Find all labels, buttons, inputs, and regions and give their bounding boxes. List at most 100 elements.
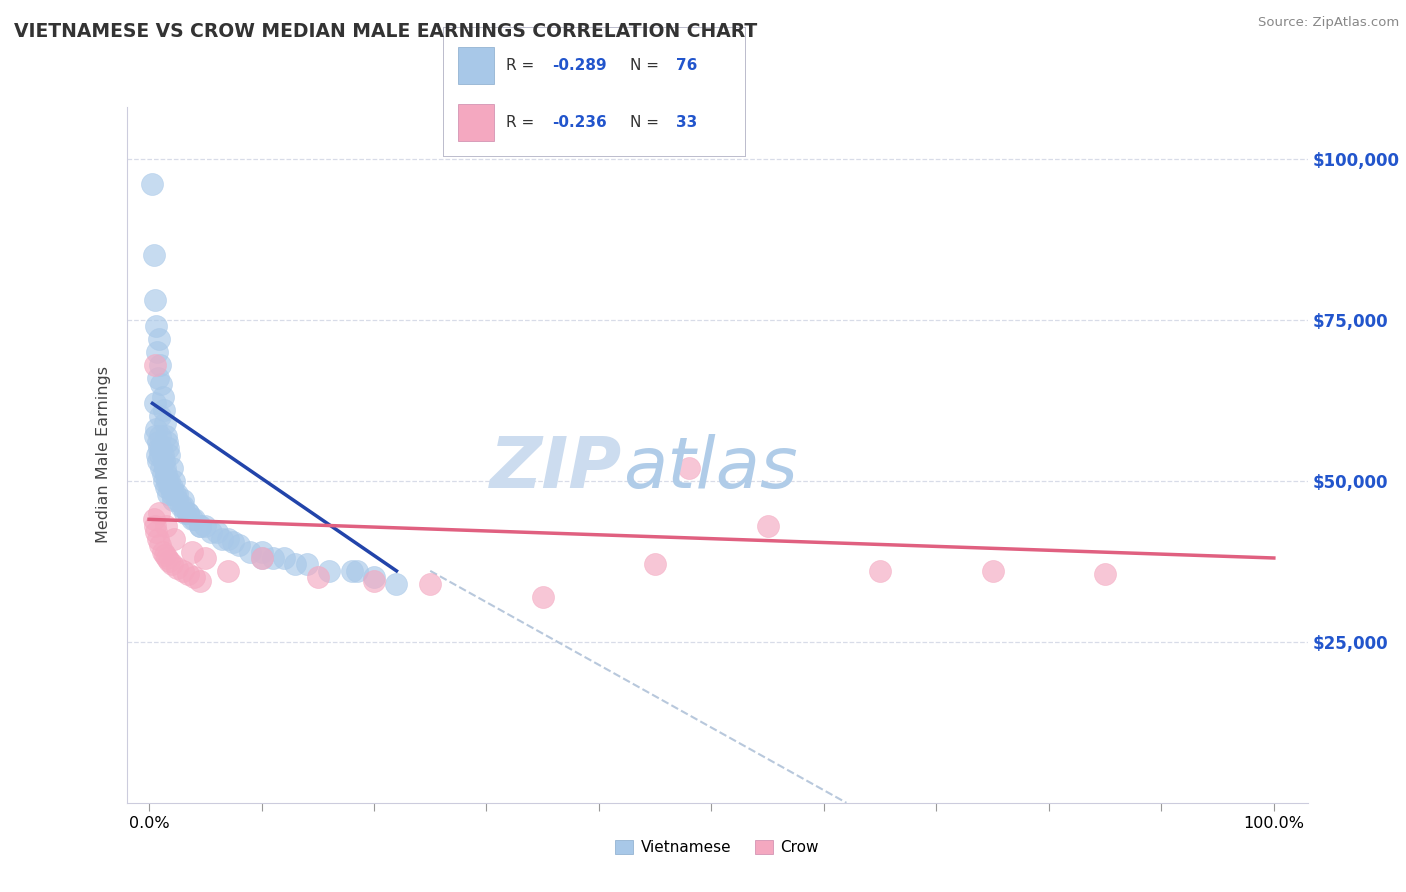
Point — [194, 551, 217, 566]
Text: R =: R = — [506, 115, 534, 130]
Point — [180, 544, 202, 558]
Point — [155, 518, 177, 533]
Point — [239, 544, 262, 558]
Point — [152, 448, 174, 462]
Point — [148, 442, 170, 456]
Point — [163, 532, 186, 546]
Bar — [458, 47, 495, 84]
Point — [143, 293, 166, 308]
Point — [153, 460, 176, 475]
Point — [177, 506, 200, 520]
Point — [188, 574, 211, 588]
Point — [152, 544, 174, 558]
Point — [756, 518, 779, 533]
Point — [163, 486, 186, 500]
Point — [143, 428, 166, 442]
Point — [160, 486, 183, 500]
Point — [188, 518, 211, 533]
Point — [146, 344, 169, 359]
Point — [160, 558, 183, 572]
Point — [152, 454, 174, 468]
Point — [157, 486, 180, 500]
Point — [295, 558, 318, 572]
Point — [172, 493, 194, 508]
Point — [678, 460, 700, 475]
Point — [145, 319, 167, 334]
Point — [160, 460, 183, 475]
Point — [156, 551, 179, 566]
Point — [150, 442, 173, 456]
Point — [166, 493, 188, 508]
Point — [273, 551, 295, 566]
Point — [217, 532, 239, 546]
Point — [188, 518, 211, 533]
Point — [142, 248, 165, 262]
Point — [152, 402, 174, 417]
Point — [160, 480, 183, 494]
Point — [150, 460, 173, 475]
Point — [172, 564, 194, 578]
Point — [205, 525, 228, 540]
Point — [531, 590, 554, 604]
Point — [159, 480, 181, 494]
Point — [346, 564, 368, 578]
Point — [142, 512, 165, 526]
Point — [228, 538, 250, 552]
Text: Source: ZipAtlas.com: Source: ZipAtlas.com — [1258, 16, 1399, 29]
Point — [150, 377, 173, 392]
Point — [869, 564, 891, 578]
Point — [152, 474, 174, 488]
Point — [143, 518, 166, 533]
Point — [307, 570, 329, 584]
Point — [156, 435, 179, 450]
Point — [157, 442, 180, 456]
Point — [217, 564, 239, 578]
Point — [149, 538, 172, 552]
Point — [145, 525, 167, 540]
Point — [162, 493, 184, 508]
Point — [157, 474, 180, 488]
Point — [419, 576, 441, 591]
Point — [284, 558, 307, 572]
Point — [318, 564, 340, 578]
Point — [194, 518, 217, 533]
Point — [149, 448, 172, 462]
Point — [157, 448, 180, 462]
Point — [149, 409, 172, 424]
Point — [262, 551, 284, 566]
Point — [363, 574, 385, 588]
Point — [146, 532, 169, 546]
Point — [644, 558, 666, 572]
Point — [385, 576, 408, 591]
Point — [200, 525, 222, 540]
Point — [1094, 567, 1116, 582]
Point — [250, 551, 273, 566]
Point — [250, 551, 273, 566]
Point — [177, 506, 200, 520]
Point — [146, 454, 169, 468]
Text: R =: R = — [506, 58, 534, 73]
Point — [172, 500, 194, 514]
Point — [250, 544, 273, 558]
Point — [153, 548, 176, 562]
Point — [981, 564, 1004, 578]
Point — [153, 416, 176, 430]
Point — [149, 428, 172, 442]
Point — [146, 435, 169, 450]
Point — [146, 370, 169, 384]
Point — [363, 570, 385, 584]
Point — [166, 560, 188, 574]
Point — [157, 554, 180, 568]
Text: N =: N = — [630, 58, 659, 73]
Point — [145, 422, 167, 436]
Point — [163, 474, 186, 488]
Y-axis label: Median Male Earnings: Median Male Earnings — [96, 367, 111, 543]
Text: atlas: atlas — [623, 434, 797, 503]
Point — [340, 564, 363, 578]
Point — [156, 474, 179, 488]
Point — [174, 506, 197, 520]
Text: -0.236: -0.236 — [551, 115, 606, 130]
Point — [155, 480, 177, 494]
Point — [166, 486, 188, 500]
Point — [211, 532, 233, 546]
